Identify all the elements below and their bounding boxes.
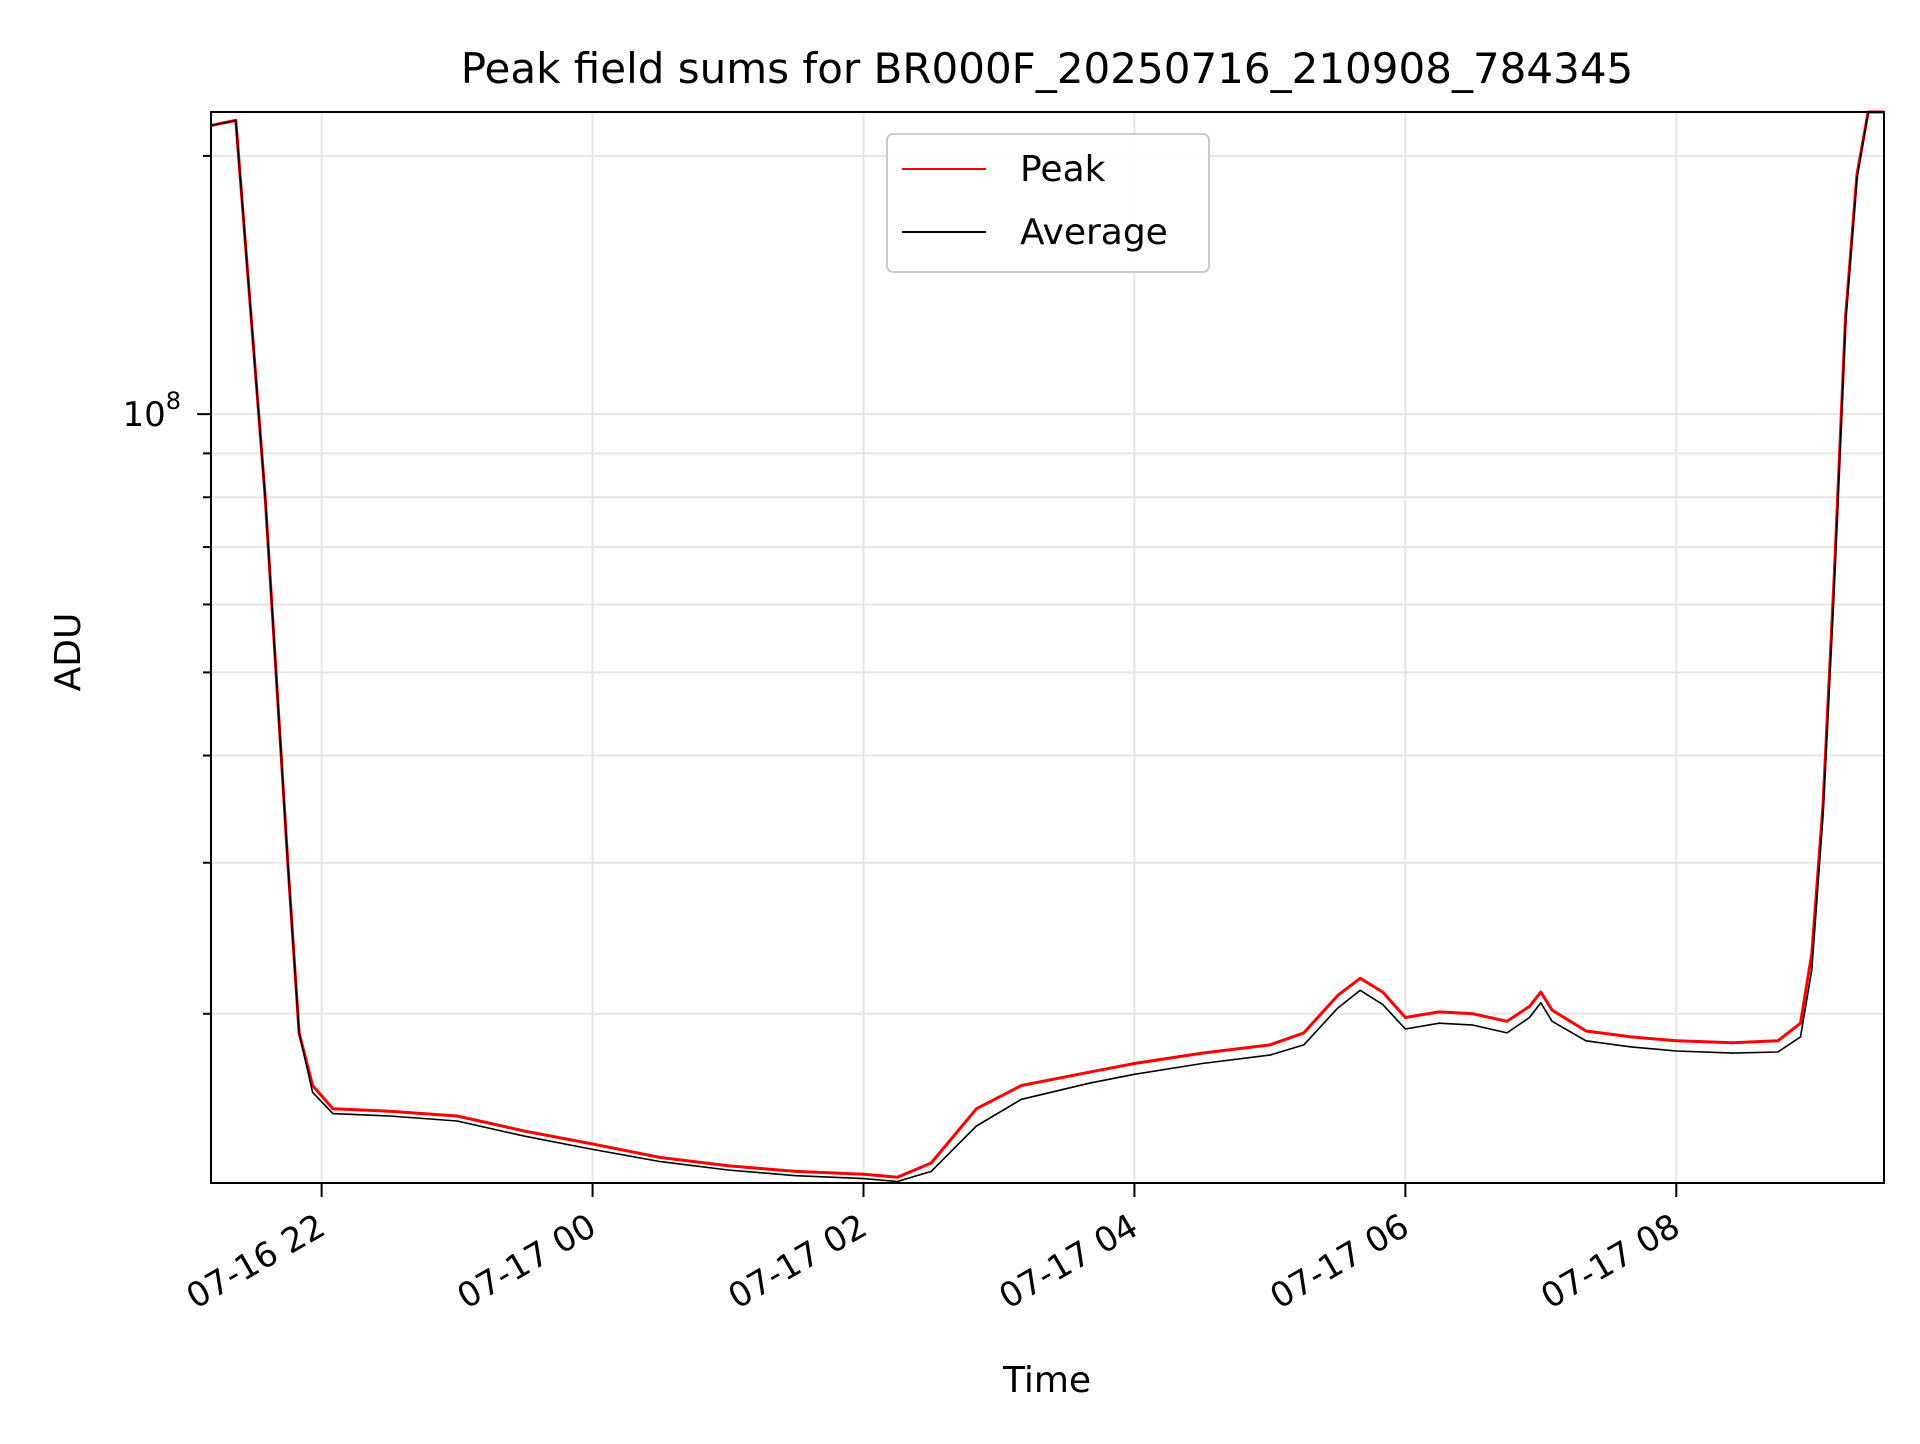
plot-frame [210, 111, 1885, 1184]
legend: Peak Average [886, 133, 1210, 273]
y-tick-label: 108 [122, 387, 181, 435]
legend-label-average: Average [1020, 212, 1168, 253]
grid [211, 112, 1884, 1183]
series-line-average [210, 111, 1884, 1183]
series-line-peak [210, 110, 1884, 1179]
y-axis-label: ADU [48, 613, 89, 692]
legend-label-peak: Peak [1020, 149, 1106, 190]
chart-title: Peak field sums for BR000F_20250716_2109… [461, 44, 1634, 93]
series-layer [210, 110, 1884, 1183]
x-axis-label: Time [1002, 1360, 1091, 1401]
